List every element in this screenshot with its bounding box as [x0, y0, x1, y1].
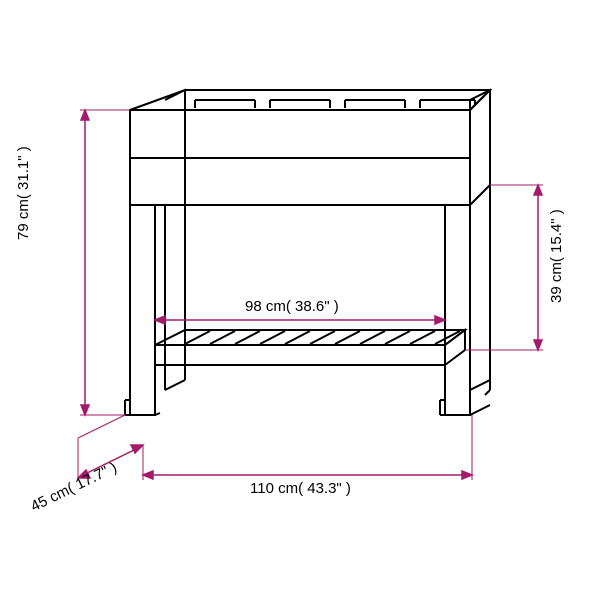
- diagram-container: 79 cm( 31.1" ) 39 cm( 15.4" ) 98 cm( 38.…: [0, 0, 600, 600]
- dim-height-left: 79 cm( 31.1" ): [15, 146, 32, 240]
- dim-shelf-width: 98 cm( 38.6" ): [245, 298, 339, 315]
- dimension-lines: [78, 110, 543, 480]
- dim-width: 110 cm( 43.3" ): [250, 480, 351, 497]
- planter-outline: [125, 90, 490, 415]
- dim-height-right: 39 cm( 15.4" ): [548, 209, 565, 303]
